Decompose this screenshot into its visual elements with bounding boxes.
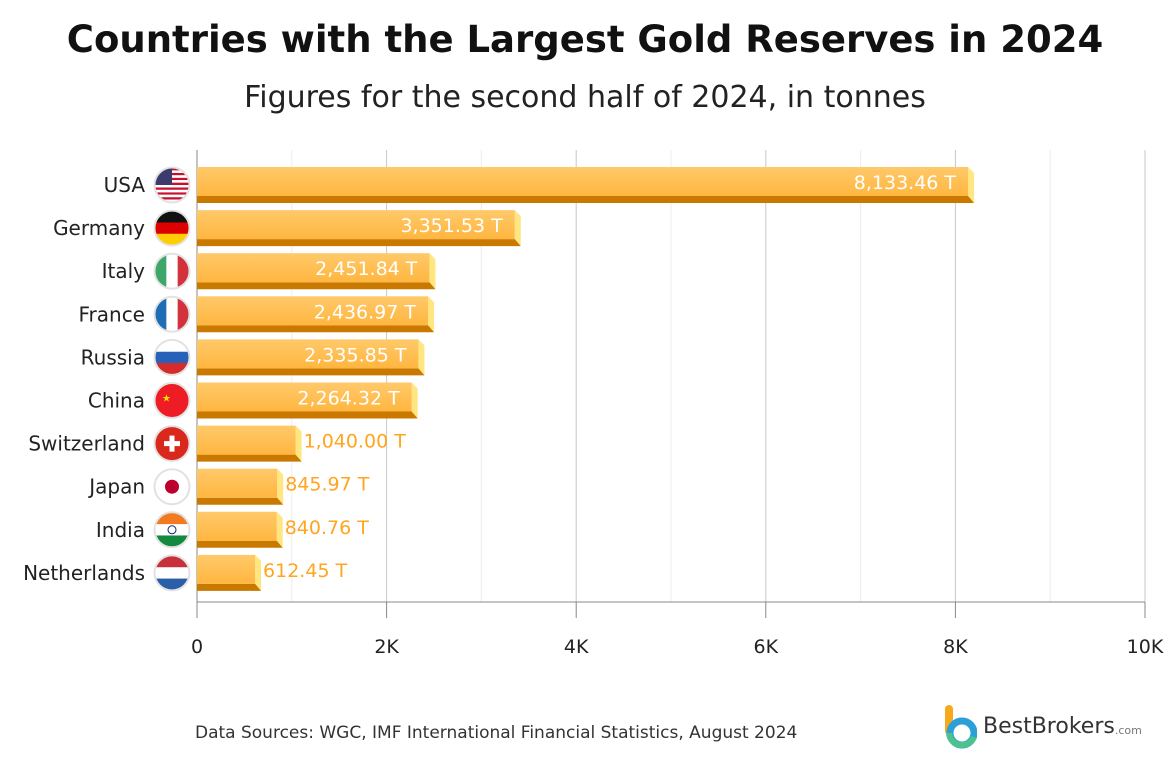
bar-bottom [197, 583, 262, 591]
russia-flag [153, 338, 191, 376]
bar [197, 425, 296, 455]
x-tick-label: 0 [191, 636, 203, 658]
data-label: 612.45 T [263, 560, 348, 582]
bar-bottom [197, 411, 418, 419]
data-label: 1,040.00 T [304, 431, 407, 453]
x-tick-label: 2K [374, 636, 399, 658]
data-source: Data Sources: WGC, IMF International Fin… [195, 723, 798, 743]
data-label: 840.76 T [285, 517, 370, 539]
category-label: Germany [53, 216, 145, 240]
data-label: 2,451.84 T [315, 258, 418, 280]
bar-row: Netherlands 612.45 T [23, 554, 348, 591]
bar-bottom [197, 196, 975, 203]
japan-flag [153, 468, 191, 506]
bar-end [255, 554, 262, 591]
bar-bottom [197, 454, 302, 462]
category-label: Japan [87, 475, 145, 499]
data-label: 8,133.46 T [854, 172, 957, 194]
data-label: 845.97 T [285, 474, 370, 496]
bar-row: Switzerland 1,040.00 T [28, 425, 407, 462]
bar [197, 210, 515, 240]
bar-row: USA 8,133.46 T [104, 167, 975, 203]
bar [197, 468, 278, 498]
bar-row: Japan 845.97 T [87, 468, 370, 505]
bar-row: Russia 2,335.85 T [81, 339, 425, 376]
bar [197, 554, 256, 584]
bar-end [429, 253, 436, 290]
china-flag: ★ [153, 382, 191, 419]
bar-bottom [197, 282, 436, 290]
bar-row: China 2,264.32 T [88, 382, 418, 419]
category-label: USA [104, 173, 146, 197]
category-label: China [88, 389, 145, 413]
bar-end [411, 382, 418, 419]
bar-end [428, 296, 435, 333]
category-label: France [78, 302, 145, 326]
france-flag [153, 295, 191, 333]
category-label: Italy [102, 259, 146, 283]
data-label: 2,436.97 T [314, 301, 417, 323]
bar-row: France 2,436.97 T [78, 296, 435, 333]
x-tick-label: 6K [754, 636, 779, 658]
bar [197, 339, 419, 369]
usa-flag [153, 166, 191, 204]
x-tick-label: 4K [564, 636, 589, 658]
germany-flag [153, 209, 191, 247]
data-label: 2,335.85 T [304, 344, 407, 366]
bar-end [418, 339, 425, 376]
x-tick-label: 8K [943, 636, 968, 658]
bar [197, 382, 412, 412]
bar [197, 253, 430, 283]
bar [197, 511, 277, 541]
bar-row: Italy 2,451.84 T [102, 253, 436, 290]
bar-bottom [197, 239, 521, 247]
category-label: Switzerland [28, 432, 145, 456]
bar-bottom [197, 540, 283, 548]
bar [197, 296, 429, 326]
bar [197, 167, 969, 196]
bar-end [277, 468, 284, 505]
chart-subtitle: Figures for the second half of 2024, in … [244, 80, 926, 115]
category-label: Russia [81, 345, 145, 369]
bar-bottom [197, 497, 284, 505]
india-flag [153, 511, 191, 549]
bar-end [295, 425, 302, 462]
netherlands-flag [153, 554, 191, 592]
category-label: India [96, 518, 145, 542]
bestbrokers-logo: BestBrokers .com [943, 703, 1142, 749]
switzerland-flag [153, 425, 191, 463]
bar-end [968, 167, 975, 203]
logo-name: BestBrokers [983, 713, 1115, 739]
svg-text:★: ★ [162, 394, 171, 405]
logo-icon [945, 705, 977, 749]
x-tick-label: 10K [1127, 636, 1164, 658]
bar-end [514, 210, 521, 247]
bar-row: Germany 3,351.53 T [53, 210, 521, 247]
logo-domain: .com [1114, 723, 1142, 737]
italy-flag [153, 252, 191, 290]
bar-end [276, 511, 283, 548]
bar-bottom [197, 325, 435, 333]
chart-title: Countries with the Largest Gold Reserves… [66, 18, 1104, 61]
data-label: 3,351.53 T [400, 215, 503, 237]
bar-bottom [197, 368, 425, 376]
bar-chart: 0 2K 4K 6K 8K 10K USA 8,133.46 T Germany 3,351.53… [23, 150, 1164, 658]
bar-row: India 840.76 T [96, 511, 370, 548]
data-label: 2,264.32 T [297, 388, 400, 410]
category-label: Netherlands [23, 561, 145, 585]
